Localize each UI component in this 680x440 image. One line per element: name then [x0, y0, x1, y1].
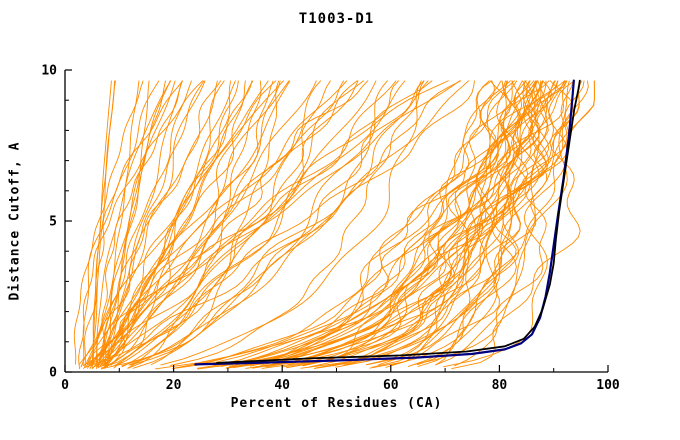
prediction-ensemble-curve — [226, 80, 539, 369]
prediction-ensemble-curve — [106, 80, 232, 367]
prediction-ensemble-curve — [121, 80, 475, 367]
prediction-ensemble-curve — [103, 80, 281, 369]
x-tick-label: 0 — [61, 378, 69, 393]
prediction-ensemble-curve — [170, 80, 425, 366]
prediction-ensemble-curve — [82, 80, 225, 370]
y-tick-label: 5 — [49, 215, 57, 230]
y-tick-label: 10 — [41, 64, 57, 79]
prediction-ensemble-curve — [228, 80, 539, 367]
prediction-ensemble-curve — [416, 80, 547, 366]
prediction-ensemble-curve — [88, 80, 218, 366]
highlighted-model-black-curve — [216, 79, 581, 364]
prediction-ensemble-curve — [84, 80, 285, 366]
prediction-ensemble-curve — [96, 80, 171, 369]
prediction-ensemble-curve — [233, 80, 559, 369]
prediction-ensemble-curve — [121, 80, 364, 368]
prediction-ensemble-curve — [96, 80, 166, 370]
prediction-ensemble-curve — [97, 80, 183, 368]
prediction-ensemble-curve — [155, 80, 490, 370]
prediction-ensemble-curve — [102, 80, 277, 367]
prediction-ensemble-curve — [174, 80, 496, 369]
prediction-ensemble-curve — [100, 80, 331, 369]
prediction-ensemble-curve — [101, 80, 254, 367]
prediction-ensemble-curve — [451, 80, 583, 370]
prediction-ensemble-curve — [96, 80, 322, 367]
prediction-ensemble-curve — [96, 80, 206, 366]
prediction-ensemble-curve — [106, 80, 140, 368]
chart-title: T1003-D1 — [298, 11, 375, 27]
prediction-ensemble-curve — [229, 80, 568, 368]
prediction-ensemble-curve — [132, 80, 388, 369]
prediction-ensemble-curve — [90, 80, 397, 366]
prediction-ensemble-curve — [110, 80, 369, 366]
prediction-ensemble-curve — [172, 80, 530, 370]
prediction-ensemble-curve — [443, 80, 595, 368]
y-axis-label: Distance Cutoff, A — [7, 141, 23, 301]
x-axis-label: Percent of Residues (CA) — [230, 396, 443, 411]
prediction-ensemble-curve — [96, 80, 290, 366]
prediction-ensemble-curve — [102, 80, 176, 365]
prediction-ensemble-curve — [128, 80, 470, 366]
prediction-ensemble-curve — [82, 80, 246, 367]
prediction-ensemble-curve — [113, 80, 274, 367]
prediction-ensemble-curve — [89, 80, 348, 370]
prediction-ensemble-curve — [413, 80, 570, 366]
prediction-ensemble-curve — [220, 80, 516, 368]
prediction-ensemble-curve — [73, 80, 144, 365]
x-tick-label: 60 — [383, 378, 399, 393]
prediction-ensemble-curve — [82, 80, 160, 365]
prediction-ensemble-curve — [302, 80, 511, 367]
prediction-ensemble-curve — [313, 80, 567, 370]
prediction-ensemble-curve — [369, 80, 566, 369]
prediction-ensemble-curve — [98, 80, 253, 369]
x-tick-label: 20 — [166, 378, 182, 393]
prediction-ensemble-curve — [225, 80, 511, 369]
prediction-ensemble-curve — [365, 80, 574, 366]
y-tick-label: 0 — [49, 366, 57, 381]
prediction-ensemble-curve — [127, 80, 262, 369]
prediction-ensemble-curve — [84, 80, 184, 368]
prediction-ensemble-curve — [103, 80, 239, 367]
prediction-ensemble-curve — [160, 80, 422, 366]
prediction-ensemble-curve — [103, 80, 205, 368]
prediction-ensemble-curve — [329, 80, 556, 367]
prediction-ensemble-curve — [92, 80, 269, 370]
prediction-ensemble-curve — [105, 80, 462, 368]
x-tick-label: 40 — [274, 378, 290, 393]
prediction-ensemble-curve — [150, 80, 280, 366]
prediction-ensemble-curve — [105, 80, 150, 367]
prediction-ensemble-curve — [96, 80, 183, 368]
prediction-ensemble-curve — [261, 80, 581, 369]
prediction-ensemble-curve — [195, 80, 493, 367]
prediction-ensemble-curve — [454, 80, 574, 367]
prediction-ensemble-curve — [91, 80, 112, 369]
prediction-ensemble-curve — [371, 80, 548, 368]
prediction-ensemble-curve — [80, 80, 192, 368]
prediction-ensemble-curve — [127, 80, 359, 369]
x-tick-label: 100 — [596, 378, 620, 393]
prediction-ensemble-curve — [217, 80, 502, 368]
prediction-ensemble-curve — [271, 80, 523, 366]
prediction-ensemble-curve — [258, 80, 512, 366]
prediction-ensemble-curve — [226, 80, 543, 369]
prediction-ensemble-curve — [245, 80, 539, 369]
x-tick-label: 80 — [492, 378, 508, 393]
prediction-ensemble-curve — [300, 80, 550, 369]
prediction-ensemble-curve — [100, 80, 433, 370]
prediction-ensemble-curve — [92, 80, 115, 366]
prediction-ensemble-curve — [86, 80, 449, 369]
prediction-ensemble-curve — [309, 80, 552, 368]
prediction-ensemble-curve — [254, 80, 568, 368]
prediction-ensemble-curve — [105, 80, 236, 367]
